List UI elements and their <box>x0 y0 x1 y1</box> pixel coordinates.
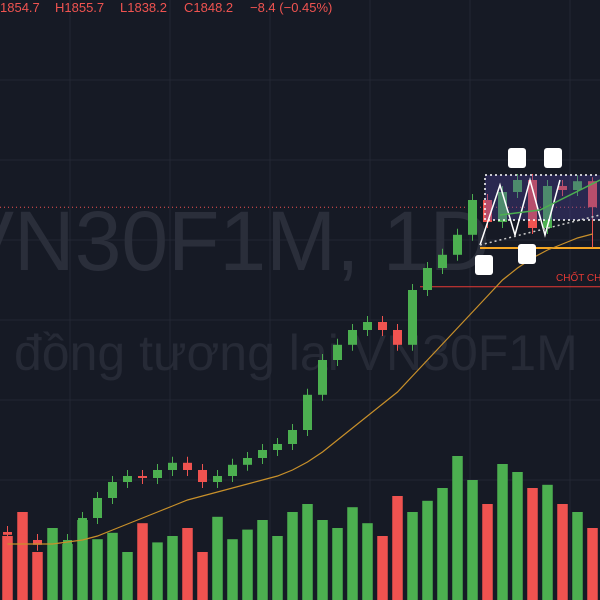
volume-bar <box>302 504 313 600</box>
volume-bar <box>272 536 283 600</box>
candle-body <box>558 186 567 190</box>
volume-bar <box>167 536 178 600</box>
candle-body <box>513 180 522 192</box>
volume-bar <box>527 488 538 600</box>
candle-body <box>123 476 132 482</box>
volume-bar <box>227 539 238 600</box>
volume-bar <box>182 528 193 600</box>
volume-bar <box>47 528 58 600</box>
candle-body <box>528 180 537 228</box>
candle-body <box>18 534 27 540</box>
volume-bar <box>137 523 148 600</box>
volume-bar <box>497 464 508 600</box>
candle-body <box>243 458 252 465</box>
volume-bar <box>467 480 478 600</box>
volume-bar <box>77 520 88 600</box>
candle-body <box>213 476 222 482</box>
volume-bar <box>377 536 388 600</box>
volume-bar <box>512 472 523 600</box>
candle-body <box>288 430 297 444</box>
candle-body <box>393 330 402 345</box>
watermark-symbol: VN30F1M, 1D <box>0 194 490 288</box>
drawing-handles <box>475 148 562 275</box>
volume-bar <box>587 528 598 600</box>
candle-body <box>153 470 162 478</box>
change-value: −8.4 (−0.45%) <box>250 0 332 15</box>
moving-average <box>7 233 593 545</box>
candle-body <box>318 360 327 395</box>
volume-bar <box>452 456 463 600</box>
candle-body <box>138 476 147 478</box>
volume-bar <box>362 523 373 600</box>
candle-body <box>48 544 57 546</box>
volume-bar <box>392 496 403 600</box>
volume-bar <box>482 504 493 600</box>
candle-body <box>483 200 492 222</box>
candle-body <box>468 200 477 235</box>
volume-bar <box>422 500 433 600</box>
volume-bar <box>437 488 448 600</box>
candle-body <box>573 181 582 190</box>
volume-bar <box>62 544 73 600</box>
candle-body <box>183 462 192 470</box>
candle-body <box>303 394 312 430</box>
low-value: L1838.2 <box>120 0 167 15</box>
candle-body <box>498 192 507 222</box>
candle-body <box>3 532 12 535</box>
candle-body <box>198 470 207 482</box>
volume-bar <box>197 552 208 600</box>
volume-bar <box>347 507 358 600</box>
candle-body <box>363 322 372 330</box>
candle-body <box>258 450 267 458</box>
high-value: H1855.7 <box>55 0 104 15</box>
candle-body <box>423 268 432 290</box>
volume-bar <box>17 512 28 600</box>
volume-bar <box>92 539 103 600</box>
volume-bar <box>122 552 133 600</box>
open-value: 1854.7 <box>0 0 40 15</box>
candle-body <box>108 482 117 498</box>
candle-body <box>93 498 102 518</box>
candle-body <box>273 444 282 450</box>
volume-bar <box>287 512 298 600</box>
volume-bar <box>257 520 268 600</box>
candle-body <box>408 290 417 345</box>
candle-body <box>333 344 342 360</box>
candle-body <box>168 462 177 470</box>
level-label: CHỐT CH <box>556 270 600 284</box>
volume-bar <box>212 516 223 600</box>
volume-bar <box>572 512 583 600</box>
volume-bar <box>32 552 43 600</box>
candle-body <box>438 254 447 268</box>
volume-bar <box>317 520 328 600</box>
volume-bar <box>152 542 163 600</box>
volume-bar <box>557 504 568 600</box>
volume-bar <box>407 512 418 600</box>
close-value: C1848.2 <box>184 0 233 15</box>
candle-body <box>378 322 387 330</box>
candle-body <box>33 540 42 545</box>
candle-body <box>228 464 237 476</box>
watermark-description: đồng tương lai VN30F1M <box>14 325 578 381</box>
volume-bar <box>107 532 118 600</box>
drawing-annotation <box>479 174 600 246</box>
volume-bar <box>242 529 253 600</box>
candle-body <box>348 330 357 345</box>
volume-bar <box>542 484 553 600</box>
volume-bar <box>2 536 13 600</box>
candle-body <box>588 181 597 208</box>
candle-body <box>453 234 462 255</box>
header: 1854.7 H1855.7 L1838.2 C1848.2 −8.4 (−0.… <box>0 0 332 15</box>
candle-body <box>78 518 87 540</box>
volume-bar <box>332 528 343 600</box>
